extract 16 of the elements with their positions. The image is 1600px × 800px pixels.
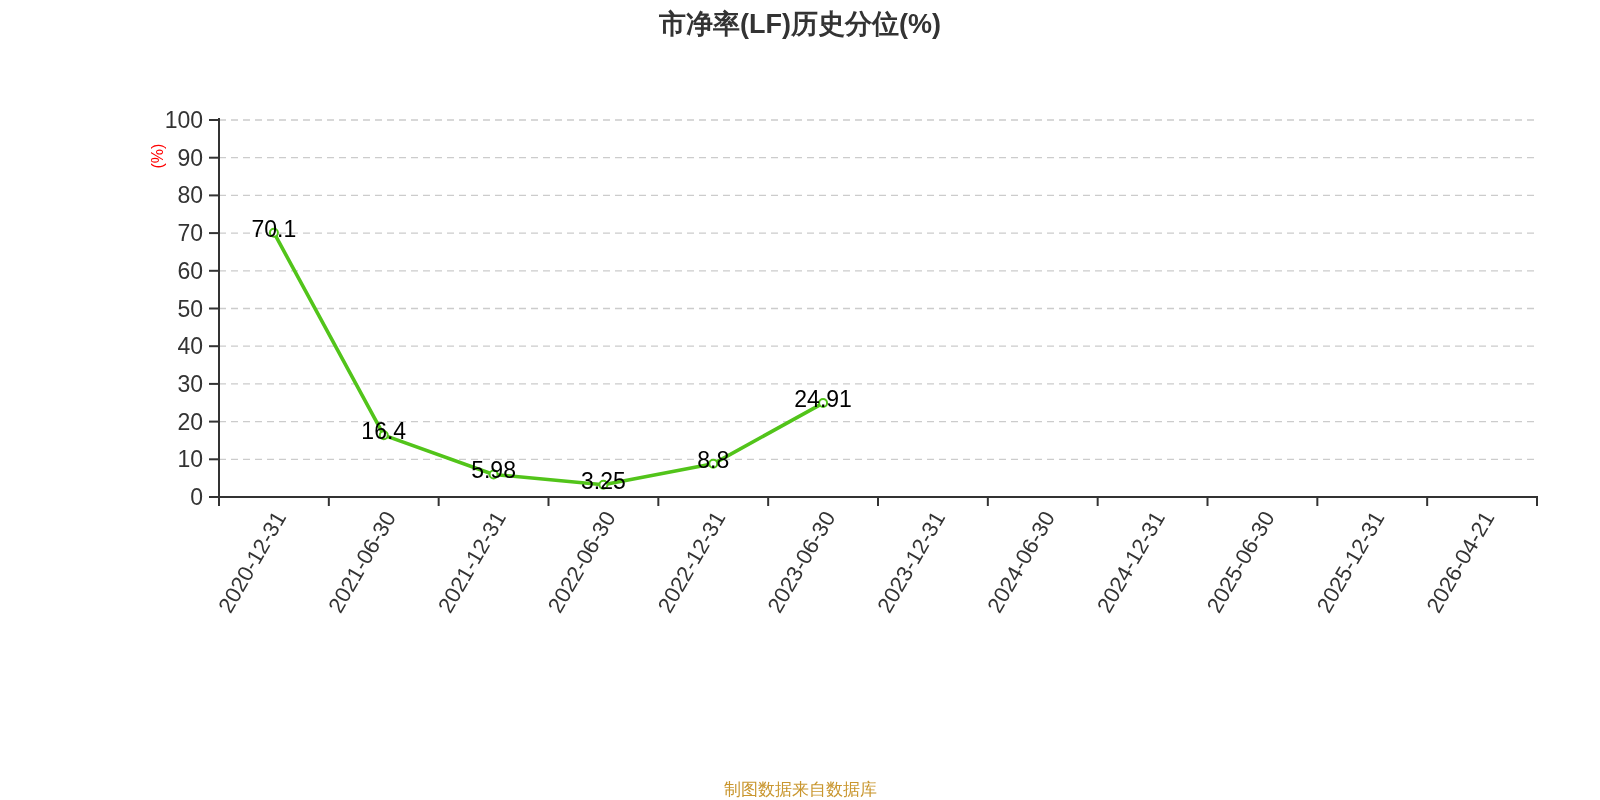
y-tick-label: 0 — [190, 484, 203, 510]
y-axis-title: (%) — [148, 143, 166, 169]
y-tick-label: 50 — [177, 295, 203, 322]
y-tick-label: 20 — [177, 408, 203, 435]
chart-title: 市净率(LF)历史分位(%) — [658, 9, 941, 39]
text: 制图数据来自数据库 — [723, 779, 877, 799]
y-tick-label: 80 — [177, 182, 203, 209]
y-tick-label: 100 — [164, 107, 203, 133]
data-label: 24.91 — [794, 386, 852, 413]
y-tick-label: 40 — [177, 333, 203, 360]
y-tick-label: 60 — [177, 257, 203, 284]
y-tick-label: 30 — [177, 370, 203, 397]
y-tick-label: 10 — [177, 446, 203, 473]
y-tick-label: 70 — [177, 220, 203, 247]
y-tick-label: 90 — [177, 144, 203, 171]
data-label: 70.1 — [251, 215, 297, 242]
